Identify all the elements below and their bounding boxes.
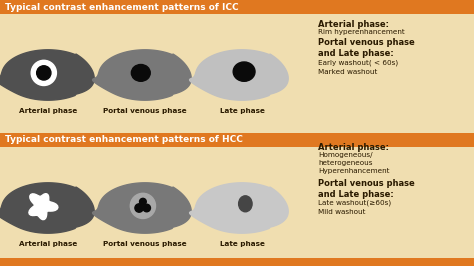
Text: Arterial phase:: Arterial phase: (318, 143, 389, 152)
Text: Portal venous phase: Portal venous phase (103, 108, 187, 114)
Text: Portal venous phase
and Late phase:: Portal venous phase and Late phase: (318, 38, 415, 58)
Text: Typical contrast enhancement patterns of ICC: Typical contrast enhancement patterns of… (5, 2, 238, 11)
Text: Arterial phase: Arterial phase (19, 108, 77, 114)
Text: Arterial phase:: Arterial phase: (318, 20, 389, 29)
Polygon shape (190, 50, 288, 100)
Text: Late phase: Late phase (219, 241, 264, 247)
Circle shape (135, 204, 143, 212)
Circle shape (143, 204, 150, 212)
FancyBboxPatch shape (0, 0, 474, 14)
Circle shape (31, 60, 56, 85)
FancyBboxPatch shape (0, 133, 474, 147)
Text: Late phase: Late phase (219, 108, 264, 114)
Text: Rim hyperenhancement: Rim hyperenhancement (318, 29, 405, 35)
Polygon shape (0, 183, 94, 233)
Polygon shape (92, 183, 191, 233)
Text: Arterial phase: Arterial phase (19, 241, 77, 247)
Text: Portal venous phase
and Late phase:: Portal venous phase and Late phase: (318, 179, 415, 199)
Text: Homogeneous/
heterogeneous
Hyperenhancement: Homogeneous/ heterogeneous Hyperenhancem… (318, 152, 390, 174)
FancyBboxPatch shape (0, 258, 474, 266)
Circle shape (130, 193, 155, 218)
Polygon shape (29, 194, 58, 220)
Polygon shape (190, 183, 288, 233)
Circle shape (36, 66, 51, 80)
Polygon shape (92, 50, 191, 100)
Ellipse shape (131, 64, 150, 81)
Text: Late washout(≥60s)
Mild washout: Late washout(≥60s) Mild washout (318, 200, 391, 215)
Text: Early washout( < 60s)
Marked washout: Early washout( < 60s) Marked washout (318, 60, 398, 75)
Text: Portal venous phase: Portal venous phase (103, 241, 187, 247)
Circle shape (139, 198, 146, 205)
Polygon shape (0, 50, 94, 100)
Ellipse shape (238, 196, 252, 212)
Ellipse shape (233, 62, 255, 81)
Text: Typical contrast enhancement patterns of HCC: Typical contrast enhancement patterns of… (5, 135, 243, 144)
